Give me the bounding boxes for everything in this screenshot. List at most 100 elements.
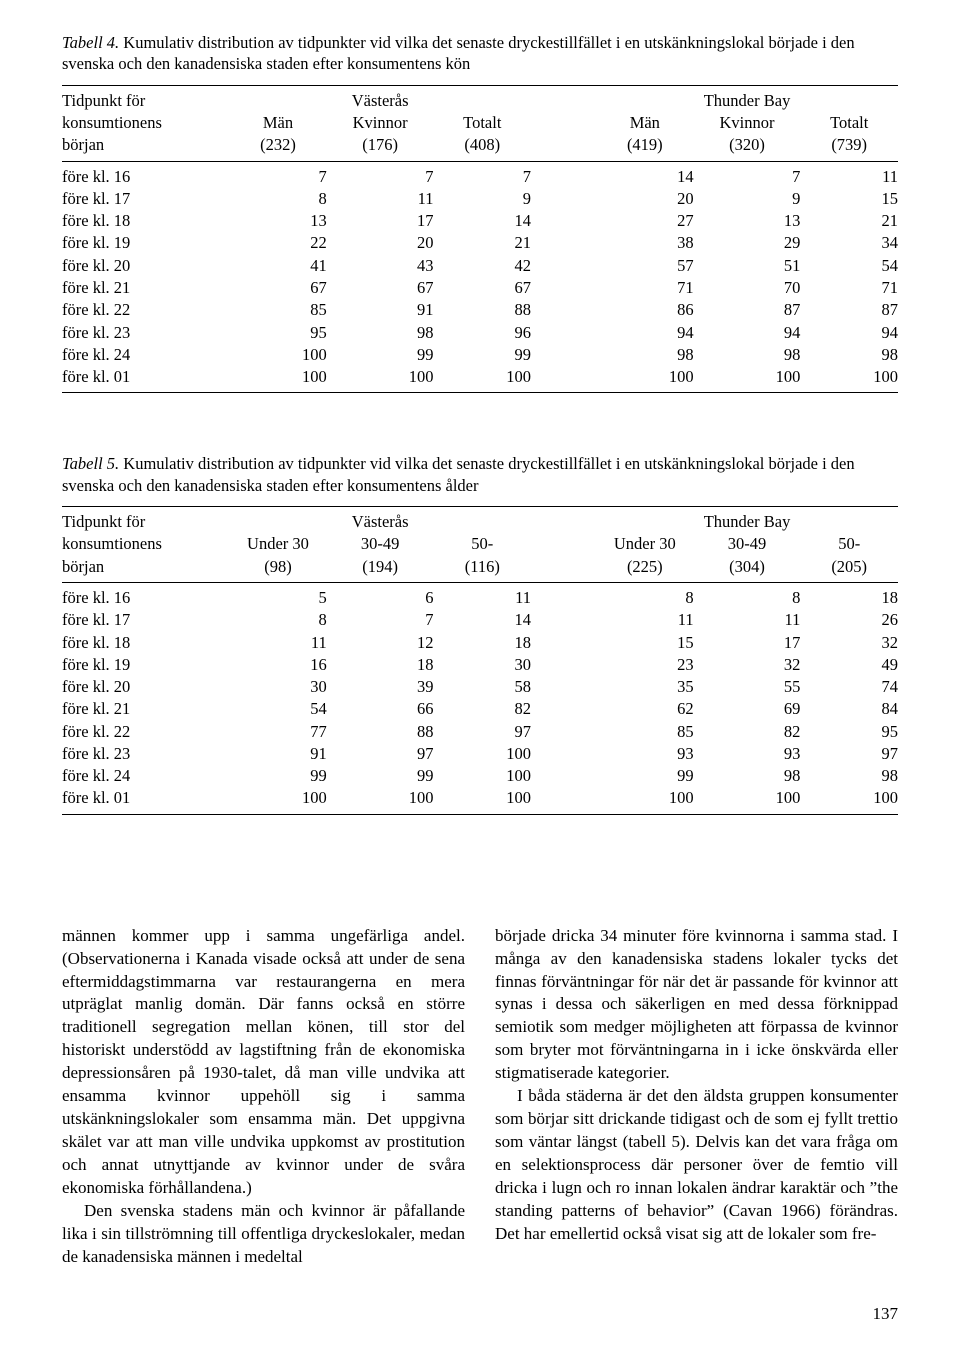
cell: 87 [800, 299, 898, 321]
cell: 85 [596, 721, 694, 743]
table-row: före kl. 01100100100100100100 [62, 787, 898, 814]
t5-n-a2: (116) [434, 556, 532, 583]
cell [531, 255, 596, 277]
cell [531, 765, 596, 787]
cell: 11 [327, 188, 434, 210]
cell: 11 [800, 161, 898, 188]
cell: 100 [229, 366, 327, 393]
cell: 69 [694, 698, 801, 720]
cell [531, 322, 596, 344]
t5-n-b0: (225) [596, 556, 694, 583]
body-text: männen kommer upp i samma ungefärliga an… [62, 925, 898, 1269]
t5-h-b0: Under 30 [596, 533, 694, 555]
cell [531, 188, 596, 210]
table-row: före kl. 21546682626984 [62, 698, 898, 720]
cell [531, 277, 596, 299]
cell: 20 [327, 232, 434, 254]
cell: före kl. 22 [62, 721, 229, 743]
t5-h-a2: 50- [434, 533, 532, 555]
cell: 100 [694, 366, 801, 393]
cell: 99 [327, 344, 434, 366]
cell: 99 [434, 344, 532, 366]
cell: före kl. 21 [62, 277, 229, 299]
cell: 7 [434, 161, 532, 188]
t5-n-a0: (98) [229, 556, 327, 583]
cell: 51 [694, 255, 801, 277]
cell: 54 [800, 255, 898, 277]
table-row: före kl. 239197100939397 [62, 743, 898, 765]
cell: 11 [694, 609, 801, 631]
cell: 100 [596, 366, 694, 393]
cell: 99 [229, 765, 327, 787]
cell: 16 [229, 654, 327, 676]
cell: 85 [229, 299, 327, 321]
cell: 39 [327, 676, 434, 698]
cell: 13 [229, 210, 327, 232]
cell: 82 [434, 698, 532, 720]
cell: 34 [800, 232, 898, 254]
table5-caption-text: Kumulativ distribution av tidpunkter vid… [62, 454, 855, 494]
cell: 5 [229, 583, 327, 610]
t4-n-a2: (408) [434, 134, 532, 161]
t5-h-a0: Under 30 [229, 533, 327, 555]
table-row: före kl. 1656118818 [62, 583, 898, 610]
cell: 98 [694, 765, 801, 787]
t5-stub-top: Tidpunkt för [62, 507, 229, 534]
table-row: före kl. 22859188868787 [62, 299, 898, 321]
t4-h-b0: Män [596, 112, 694, 134]
cell: 23 [596, 654, 694, 676]
cell: 71 [800, 277, 898, 299]
cell: 35 [596, 676, 694, 698]
cell: 8 [229, 188, 327, 210]
table5-caption: Tabell 5. Kumulativ distribution av tidp… [62, 453, 898, 496]
t5-n-b1: (304) [694, 556, 801, 583]
cell: 93 [596, 743, 694, 765]
cell: 21 [800, 210, 898, 232]
cell: före kl. 16 [62, 161, 229, 188]
cell: före kl. 17 [62, 188, 229, 210]
cell: 100 [596, 787, 694, 814]
table-row: före kl. 20303958355574 [62, 676, 898, 698]
cell [531, 632, 596, 654]
cell [531, 609, 596, 631]
cell: 97 [434, 721, 532, 743]
cell: 58 [434, 676, 532, 698]
cell [531, 676, 596, 698]
cell: 91 [229, 743, 327, 765]
cell: 18 [800, 583, 898, 610]
t4-h-a1: Kvinnor [327, 112, 434, 134]
cell: 42 [434, 255, 532, 277]
cell: 32 [800, 632, 898, 654]
cell: 94 [596, 322, 694, 344]
page: Tabell 4. Kumulativ distribution av tidp… [0, 0, 960, 1348]
t4-h-b1: Kvinnor [694, 112, 801, 134]
column-right: började dricka 34 minuter före kvinnorna… [495, 925, 898, 1269]
cell: 18 [327, 654, 434, 676]
cell: 54 [229, 698, 327, 720]
table-row: före kl. 19161830233249 [62, 654, 898, 676]
cell: före kl. 23 [62, 743, 229, 765]
cell: 67 [434, 277, 532, 299]
cell: 93 [694, 743, 801, 765]
cell: 30 [434, 654, 532, 676]
table-row: före kl. 1677714711 [62, 161, 898, 188]
cell: 100 [800, 787, 898, 814]
cell: 86 [596, 299, 694, 321]
cell: före kl. 19 [62, 232, 229, 254]
t5-n-b2: (205) [800, 556, 898, 583]
cell: 84 [800, 698, 898, 720]
cell: 27 [596, 210, 694, 232]
cell: 97 [800, 743, 898, 765]
cell: 57 [596, 255, 694, 277]
cell: 71 [596, 277, 694, 299]
table-row: före kl. 22778897858295 [62, 721, 898, 743]
cell: 11 [229, 632, 327, 654]
t4-n-a1: (176) [327, 134, 434, 161]
cell: 77 [229, 721, 327, 743]
cell: 9 [694, 188, 801, 210]
cell: 100 [800, 366, 898, 393]
cell: 49 [800, 654, 898, 676]
cell: 100 [434, 787, 532, 814]
cell: 95 [229, 322, 327, 344]
cell: 100 [327, 366, 434, 393]
